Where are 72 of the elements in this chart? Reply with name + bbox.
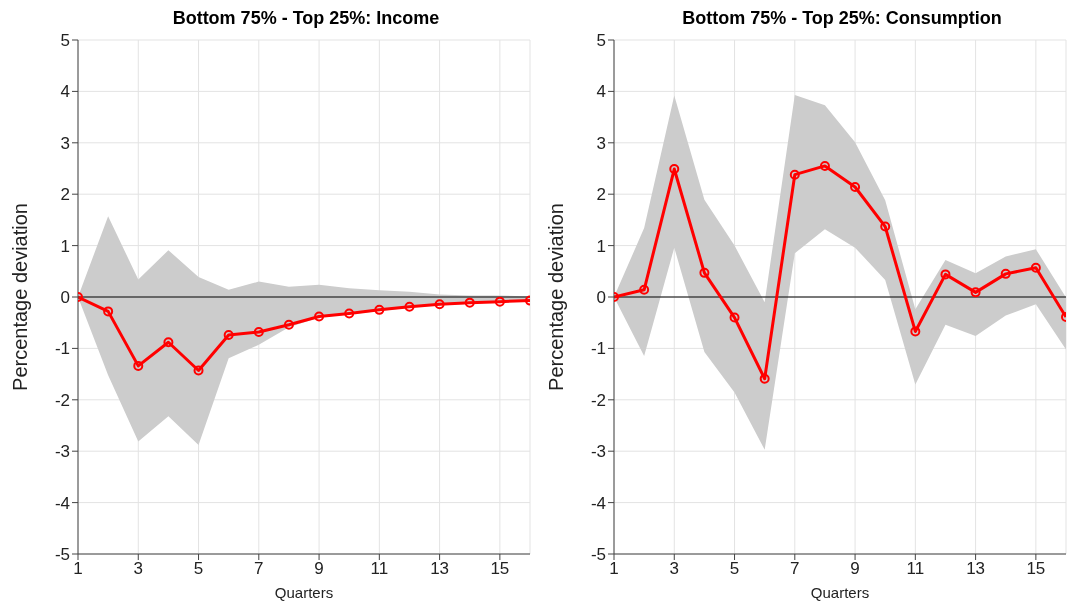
y-tick-label: -2 bbox=[54, 390, 70, 410]
point bbox=[940, 269, 951, 280]
x-tick-label: 7 bbox=[790, 559, 800, 579]
point bbox=[910, 326, 921, 337]
point bbox=[669, 164, 680, 175]
x-tick-label: 7 bbox=[254, 559, 264, 579]
y-tick-label: -1 bbox=[590, 339, 606, 359]
point bbox=[253, 326, 264, 337]
y-tick-label: -5 bbox=[590, 545, 606, 565]
y-tick-label: -1 bbox=[54, 339, 70, 359]
y-tick-label: 1 bbox=[596, 236, 606, 256]
y-tick-label: 1 bbox=[60, 236, 70, 256]
x-tick-label: 1 bbox=[73, 559, 83, 579]
x-tick-label: 11 bbox=[906, 559, 925, 579]
point bbox=[223, 330, 234, 341]
y-tick-label: 5 bbox=[596, 31, 606, 51]
x-tick-label: 3 bbox=[133, 559, 143, 579]
x-tick-label: 13 bbox=[966, 559, 986, 579]
y-axis-title: Percentage deviation bbox=[545, 203, 568, 391]
x-tick-label: 15 bbox=[490, 559, 510, 579]
y-tick-label: -3 bbox=[590, 442, 606, 462]
point bbox=[283, 319, 294, 330]
x-tick-label: 3 bbox=[669, 559, 679, 579]
y-tick-label: 0 bbox=[60, 288, 70, 308]
x-tick-label: 5 bbox=[193, 559, 204, 579]
point bbox=[404, 301, 415, 312]
y-tick-label: 4 bbox=[60, 82, 70, 102]
chart-title: Bottom 75% - Top 25%: Income bbox=[171, 8, 441, 30]
point bbox=[970, 287, 981, 298]
y-tick-label: -4 bbox=[54, 493, 70, 513]
point bbox=[850, 182, 861, 192]
point bbox=[494, 296, 505, 307]
point bbox=[374, 304, 385, 315]
point bbox=[819, 160, 830, 171]
x-tick-label: 13 bbox=[430, 559, 450, 579]
x-tick-label: 5 bbox=[729, 559, 740, 579]
x-axis-title: Quarters bbox=[810, 584, 870, 601]
x-tick-label: 11 bbox=[370, 559, 389, 579]
y-tick-label: 5 bbox=[60, 31, 70, 51]
x-tick-label: 15 bbox=[1026, 559, 1046, 579]
point bbox=[639, 284, 650, 295]
y-tick-label: 2 bbox=[596, 185, 606, 205]
y-tick-label: 0 bbox=[596, 288, 606, 308]
point bbox=[163, 337, 174, 348]
point bbox=[1030, 262, 1041, 273]
point bbox=[729, 312, 740, 323]
x-tick-label: 1 bbox=[609, 559, 619, 579]
point bbox=[464, 297, 475, 308]
point bbox=[699, 267, 710, 278]
point bbox=[434, 299, 445, 310]
x-tick-label: 9 bbox=[850, 559, 860, 579]
point bbox=[133, 360, 144, 371]
y-tick-label: 3 bbox=[596, 133, 606, 153]
point bbox=[880, 221, 891, 232]
y-tick-label: 4 bbox=[596, 82, 606, 102]
point bbox=[103, 306, 114, 317]
x-tick-label: 9 bbox=[314, 559, 324, 579]
point bbox=[789, 169, 800, 180]
chart-title: Bottom 75% - Top 25%: Consumption bbox=[681, 8, 1003, 30]
point bbox=[314, 311, 325, 322]
y-tick-label: 3 bbox=[60, 133, 70, 153]
y-axis-title: Percentage deviation bbox=[9, 203, 32, 391]
y-tick-label: -5 bbox=[54, 545, 70, 565]
y-tick-label: -4 bbox=[590, 493, 606, 513]
point bbox=[1000, 268, 1011, 279]
point bbox=[193, 365, 204, 376]
y-tick-label: -2 bbox=[590, 390, 606, 410]
point bbox=[344, 308, 355, 319]
y-tick-label: -3 bbox=[54, 442, 70, 462]
x-axis-title: Quarters bbox=[274, 584, 334, 601]
y-tick-label: 2 bbox=[60, 185, 70, 205]
point bbox=[759, 373, 770, 384]
